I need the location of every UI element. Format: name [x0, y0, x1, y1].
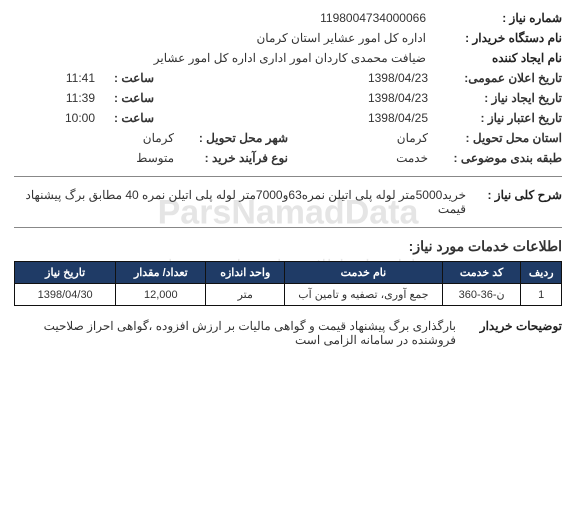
label-time2: ساعت : [99, 91, 154, 105]
value-need-create-date: 1398/04/23 [154, 91, 432, 105]
th-date: تاریخ نیاز [15, 262, 116, 284]
row-need-summary: شرح کلی نیاز : خرید5000متر لوله پلی اتیل… [14, 185, 562, 219]
row-class-procure: طبقه بندی موضوعی : خدمت نوع فرآیند خرید … [14, 148, 562, 168]
services-title: اطلاعات خدمات مورد نیاز: [14, 238, 562, 255]
value-delivery-city: کرمان [14, 131, 178, 145]
value-time2: 11:39 [14, 91, 99, 105]
value-need-no: 1198004734000066 [14, 11, 432, 25]
label-delivery-city: شهر محل تحویل : [178, 131, 288, 145]
value-subject-class: خدمت [288, 151, 432, 165]
value-delivery-province: کرمان [288, 131, 432, 145]
label-public-announce-date: تاریخ اعلان عمومی: [432, 71, 562, 85]
th-unit: واحد اندازه [206, 262, 285, 284]
row-delivery-loc: استان محل تحویل : کرمان شهر محل تحویل : … [14, 128, 562, 148]
cell-qty: 12,000 [116, 284, 206, 306]
cell-date: 1398/04/30 [15, 284, 116, 306]
row-need-valid: تاریخ اعتبار نیاز : 1398/04/25 ساعت : 10… [14, 108, 562, 128]
row-need-create: تاریخ ایجاد نیاز : 1398/04/23 ساعت : 11:… [14, 88, 562, 108]
table-header-row: ردیف کد خدمت نام خدمت واحد اندازه تعداد/… [15, 262, 562, 284]
value-need-summary: خرید5000متر لوله پلی اتیلن نمره63و7000مت… [14, 188, 472, 216]
cell-unit: متر [206, 284, 285, 306]
value-time1: 11:41 [14, 71, 99, 85]
label-delivery-province: استان محل تحویل : [432, 131, 562, 145]
th-rowno: ردیف [521, 262, 562, 284]
label-buyer-org: نام دستگاه خریدار : [432, 31, 562, 45]
label-buyer-notes: توضیحات خریدار [462, 319, 562, 333]
value-buyer-org: اداره کل امور عشایر استان کرمان [14, 31, 432, 45]
services-table: ردیف کد خدمت نام خدمت واحد اندازه تعداد/… [14, 261, 562, 306]
th-code: کد خدمت [442, 262, 521, 284]
value-procure-type: متوسط [14, 151, 178, 165]
label-creator: نام ایجاد کننده [432, 51, 562, 65]
label-time3: ساعت : [99, 111, 154, 125]
label-time1: ساعت : [99, 71, 154, 85]
document: شماره نیاز : 1198004734000066 نام دستگاه… [0, 0, 576, 358]
row-public-announce: تاریخ اعلان عمومی: 1398/04/23 ساعت : 11:… [14, 68, 562, 88]
cell-rowno: 1 [521, 284, 562, 306]
value-buyer-notes: بارگذاری برگ پیشنهاد قیمت و گواهی مالیات… [14, 319, 462, 347]
cell-code: ن-36-360 [442, 284, 521, 306]
divider-mid [14, 227, 562, 228]
th-qty: تعداد/ مقدار [116, 262, 206, 284]
divider-top [14, 176, 562, 177]
label-subject-class: طبقه بندی موضوعی : [432, 151, 562, 165]
table-row: 1 ن-36-360 جمع آوری، تصفیه و تامین آب مت… [15, 284, 562, 306]
cell-name: جمع آوری، تصفیه و تامین آب [285, 284, 443, 306]
row-need-no: شماره نیاز : 1198004734000066 [14, 8, 562, 28]
label-need-valid-date: تاریخ اعتبار نیاز : [432, 111, 562, 125]
row-creator: نام ایجاد کننده ضیافت محمدی کاردان امور … [14, 48, 562, 68]
row-buyer-notes: توضیحات خریدار بارگذاری برگ پیشنهاد قیمت… [14, 316, 562, 350]
label-need-no: شماره نیاز : [432, 11, 562, 25]
value-creator: ضیافت محمدی کاردان امور اداری اداره کل ا… [14, 51, 432, 65]
label-need-summary: شرح کلی نیاز : [472, 188, 562, 202]
label-procure-type: نوع فرآیند خرید : [178, 151, 288, 165]
value-need-valid-date: 1398/04/25 [154, 111, 432, 125]
row-buyer-org: نام دستگاه خریدار : اداره کل امور عشایر … [14, 28, 562, 48]
th-name: نام خدمت [285, 262, 443, 284]
value-time3: 10:00 [14, 111, 99, 125]
value-public-announce-date: 1398/04/23 [154, 71, 432, 85]
label-need-create-date: تاریخ ایجاد نیاز : [432, 91, 562, 105]
